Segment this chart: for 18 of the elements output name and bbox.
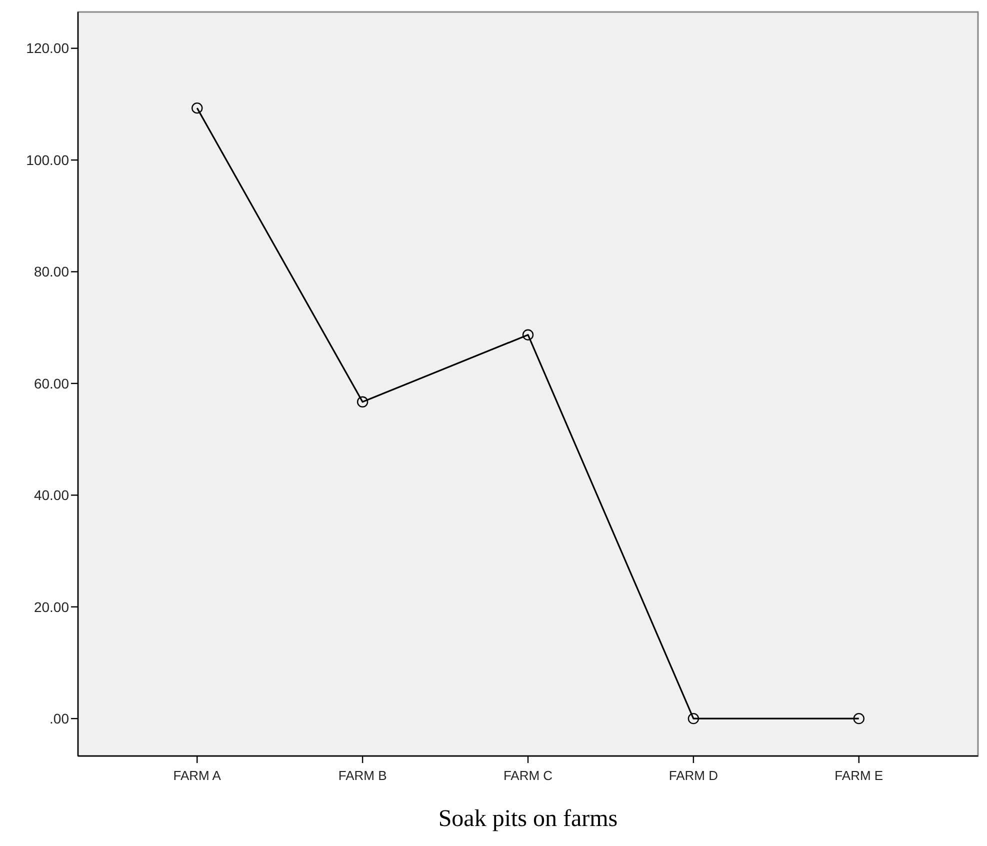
point (688, 712, 700, 724)
x-tick-label: FARM B (338, 768, 387, 783)
x-axis-title: Soak pits on farms (438, 806, 618, 832)
x-tick-label: FARM D (668, 768, 718, 783)
y-tick-label: 80.00 (34, 264, 70, 280)
y-tick-label: .00 (50, 710, 70, 726)
y-tick-label: 60.00 (34, 375, 70, 392)
y-tick-label: 120.00 (26, 40, 70, 56)
point (356, 396, 368, 408)
y-tick-label: 40.00 (34, 487, 70, 504)
x-tick-label: FARM E (834, 768, 884, 783)
point (522, 329, 534, 340)
y-tick-label: 20.00 (34, 598, 70, 615)
point (853, 712, 864, 724)
x-tick-label: FARM A (173, 768, 222, 783)
y-tick-label: 100.00 (26, 152, 70, 168)
point (192, 102, 203, 114)
x-tick-label: FARM C (503, 768, 553, 783)
